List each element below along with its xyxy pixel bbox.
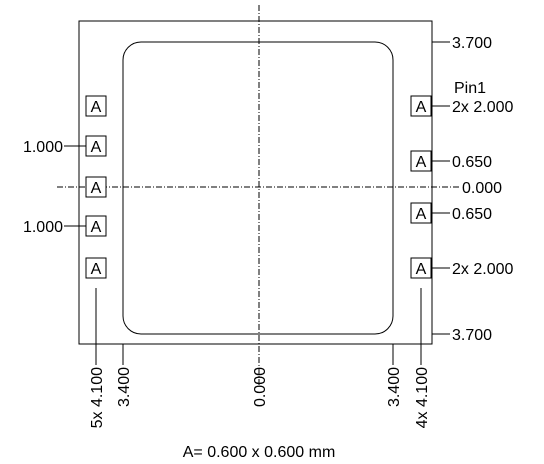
pad-left-1 bbox=[85, 95, 107, 117]
dim-right-center: 0.000 bbox=[462, 180, 502, 197]
dim-right-pitch-bottom: 2x 2.000 bbox=[452, 261, 513, 278]
dim-bottom-left-pins: 5x 4.100 bbox=[89, 367, 106, 428]
pad-left-5 bbox=[85, 257, 107, 279]
pad-label: A bbox=[91, 180, 102, 197]
left-leaders bbox=[64, 145, 86, 227]
pad-label: A bbox=[416, 154, 427, 171]
dim-bottom-left-body: 3.400 bbox=[116, 367, 133, 407]
pad-label: A bbox=[91, 99, 102, 116]
dim-right-bottom: 3.700 bbox=[452, 327, 492, 344]
pad-size-caption: A= 0.600 x 0.600 mm bbox=[183, 444, 336, 461]
pad-label: A bbox=[91, 139, 102, 156]
pad-left-3 bbox=[85, 176, 107, 198]
pin1-label: Pin1 bbox=[454, 80, 486, 97]
pad-label: A bbox=[91, 261, 102, 278]
left-pads: A A A A A bbox=[85, 95, 107, 279]
dim-right-top: 3.700 bbox=[452, 35, 492, 52]
dim-left-upper: 1.000 bbox=[23, 139, 63, 156]
pad-label: A bbox=[416, 261, 427, 278]
pad-label: A bbox=[91, 219, 102, 236]
right-leaders bbox=[431, 41, 450, 335]
bottom-leaders bbox=[95, 288, 422, 365]
right-pads: A A A A bbox=[410, 95, 432, 279]
dim-bottom-right-body: 3.400 bbox=[386, 367, 403, 407]
dim-right-pitch-top: 2x 2.000 bbox=[452, 99, 513, 116]
dim-left-lower: 1.000 bbox=[23, 219, 63, 236]
pad-label: A bbox=[416, 99, 427, 116]
dim-right-lower: 0.650 bbox=[452, 206, 492, 223]
pad-label: A bbox=[416, 206, 427, 223]
dim-right-upper: 0.650 bbox=[452, 154, 492, 171]
package-outline bbox=[78, 20, 433, 345]
dim-bottom-center: 0.000 bbox=[252, 367, 269, 407]
die-pad-outline bbox=[122, 41, 394, 335]
dim-bottom-right-pins: 4x 4.100 bbox=[414, 367, 431, 428]
